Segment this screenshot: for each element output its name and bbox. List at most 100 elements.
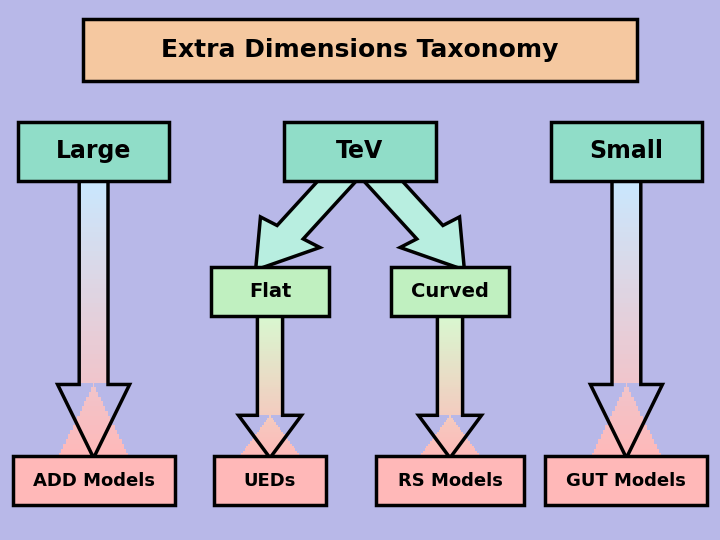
Polygon shape [423,451,477,453]
Polygon shape [258,408,283,410]
Polygon shape [438,318,462,321]
Polygon shape [68,434,120,439]
Polygon shape [615,406,638,411]
FancyBboxPatch shape [18,122,169,181]
Polygon shape [82,406,105,411]
Polygon shape [612,284,641,288]
Polygon shape [258,373,283,375]
Polygon shape [79,269,108,274]
Polygon shape [425,448,475,451]
Polygon shape [438,323,462,326]
Polygon shape [256,169,355,270]
Polygon shape [267,417,273,420]
Polygon shape [612,237,641,241]
Polygon shape [438,403,462,406]
Polygon shape [612,316,641,321]
Polygon shape [79,208,108,213]
Polygon shape [438,354,462,356]
Polygon shape [438,352,462,354]
Polygon shape [264,422,276,425]
Polygon shape [258,316,283,318]
Polygon shape [612,411,641,416]
Polygon shape [612,260,641,265]
FancyBboxPatch shape [13,456,175,505]
Polygon shape [79,340,108,345]
Polygon shape [258,328,283,330]
Polygon shape [438,326,462,328]
Polygon shape [438,342,462,345]
Polygon shape [258,380,283,382]
Polygon shape [438,330,462,333]
Polygon shape [444,422,456,425]
Polygon shape [258,368,283,370]
Polygon shape [258,347,283,349]
Polygon shape [612,269,641,274]
Polygon shape [258,352,283,354]
Polygon shape [73,425,114,430]
Polygon shape [612,326,641,331]
Polygon shape [612,302,641,307]
Polygon shape [438,408,462,410]
Polygon shape [438,373,462,375]
Polygon shape [612,255,641,260]
Polygon shape [438,377,462,380]
FancyBboxPatch shape [546,456,707,505]
Polygon shape [446,420,454,422]
Polygon shape [258,377,283,380]
Polygon shape [79,316,108,321]
Polygon shape [428,444,472,446]
Polygon shape [438,387,462,389]
Polygon shape [79,194,108,199]
Polygon shape [606,425,647,430]
Polygon shape [612,364,641,368]
Polygon shape [438,366,462,368]
Polygon shape [77,416,110,420]
Polygon shape [79,368,108,373]
Polygon shape [612,194,641,199]
Polygon shape [619,397,634,401]
Polygon shape [598,439,654,444]
Polygon shape [612,227,641,232]
Polygon shape [258,389,283,392]
Polygon shape [258,335,283,337]
Polygon shape [79,222,108,227]
Polygon shape [79,298,108,302]
Polygon shape [438,394,462,396]
Polygon shape [63,444,124,449]
Polygon shape [79,373,108,378]
Polygon shape [79,350,108,354]
Polygon shape [447,417,453,420]
Polygon shape [438,384,462,387]
Polygon shape [612,378,641,383]
Polygon shape [258,429,282,432]
Polygon shape [79,284,108,288]
Polygon shape [79,302,108,307]
Polygon shape [79,364,108,368]
Polygon shape [79,288,108,293]
Polygon shape [438,340,462,342]
Polygon shape [435,434,465,437]
Polygon shape [438,389,462,392]
Polygon shape [258,384,283,387]
Polygon shape [612,340,641,345]
Polygon shape [438,347,462,349]
Polygon shape [79,335,108,340]
Polygon shape [612,180,641,185]
Polygon shape [438,363,462,366]
Polygon shape [612,307,641,312]
Polygon shape [438,321,462,323]
Polygon shape [257,432,283,434]
Polygon shape [610,416,643,420]
Polygon shape [608,420,645,425]
Polygon shape [258,333,283,335]
Polygon shape [245,448,295,451]
FancyBboxPatch shape [376,456,524,505]
Polygon shape [258,370,283,373]
Polygon shape [441,427,459,429]
Polygon shape [258,382,283,384]
Polygon shape [262,425,278,427]
Polygon shape [612,288,641,293]
Polygon shape [612,251,641,255]
Polygon shape [258,396,283,399]
Polygon shape [79,176,108,180]
